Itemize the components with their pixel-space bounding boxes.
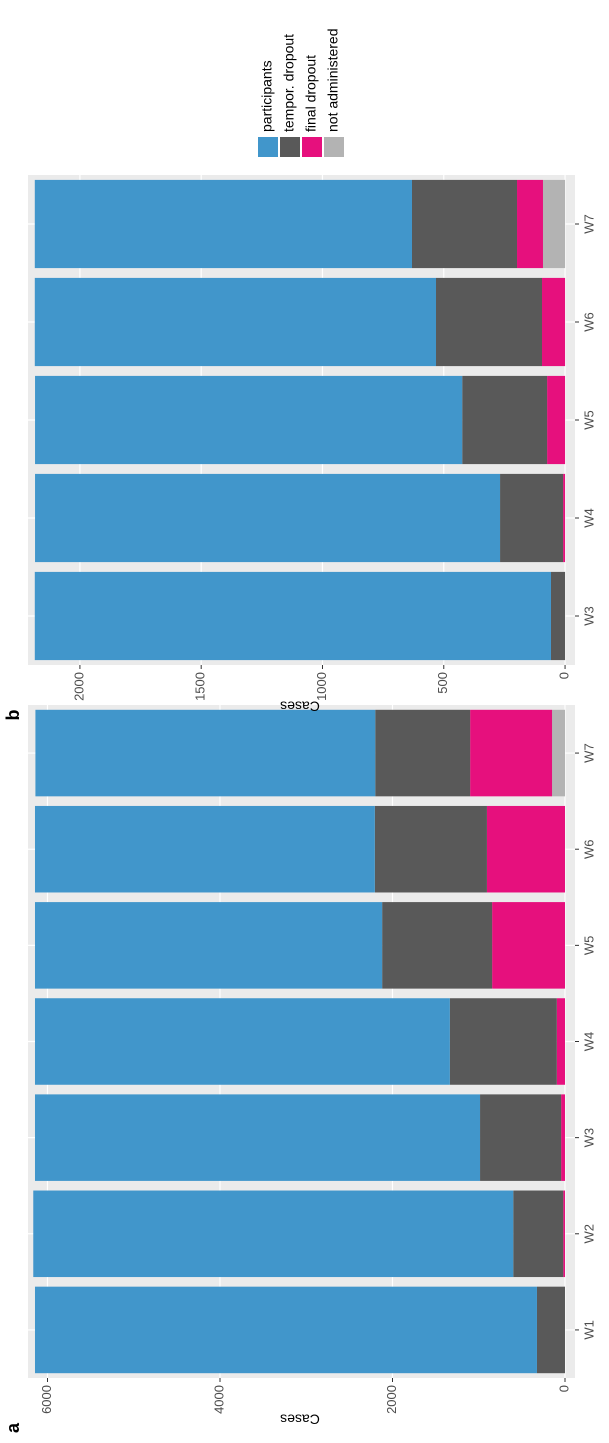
legend-swatch — [258, 137, 278, 157]
y-tick-label: 2000 — [384, 1385, 399, 1414]
bar-segment — [375, 709, 471, 797]
x-tick-label: W7 — [581, 214, 596, 234]
bar-segment — [33, 1190, 514, 1278]
bar-segment — [35, 375, 463, 465]
bar-segment — [536, 1286, 565, 1374]
bar-segment — [411, 179, 518, 269]
bar-segment — [513, 1190, 564, 1278]
x-tick-label: W5 — [581, 936, 596, 956]
bar-segment — [480, 1094, 562, 1181]
bar-segment — [34, 998, 450, 1085]
bar-segment — [34, 1094, 481, 1181]
y-tick-label: 6000 — [39, 1385, 54, 1414]
bar-segment — [563, 473, 566, 563]
axis-title: Cases — [280, 1411, 320, 1427]
x-tick-label: W6 — [581, 312, 596, 332]
y-tick-label: 500 — [435, 672, 450, 694]
legend-label: not administered — [325, 28, 341, 132]
x-tick-label: W7 — [581, 743, 596, 763]
legend-label: tempor. dropout — [281, 34, 297, 132]
bar-segment — [436, 277, 543, 367]
x-tick-label: W2 — [581, 1224, 596, 1244]
y-tick-label: 0 — [556, 672, 571, 679]
legend-label: participants — [259, 60, 275, 132]
legend-swatch — [324, 137, 344, 157]
bar-segment — [542, 277, 566, 367]
y-tick-label: 1500 — [193, 672, 208, 701]
bar-segment — [547, 375, 566, 465]
bar-segment — [500, 473, 564, 563]
bar-segment — [486, 805, 565, 893]
bar-segment — [34, 805, 375, 893]
bar-segment — [556, 998, 565, 1085]
axis-title: Cases — [280, 698, 320, 714]
y-tick-label: 0 — [556, 1385, 571, 1392]
x-tick-label: W3 — [581, 1128, 596, 1148]
legend-swatch — [302, 137, 322, 157]
x-tick-label: W4 — [581, 1032, 596, 1052]
x-tick-label: W1 — [581, 1320, 596, 1340]
bar-segment — [563, 1190, 565, 1278]
panel-label: b — [3, 710, 23, 721]
bar-segment — [462, 375, 548, 465]
legend-label: final dropout — [303, 55, 319, 132]
x-tick-label: W4 — [581, 508, 596, 528]
bar-segment — [492, 902, 565, 989]
bar-segment — [550, 571, 566, 661]
bar-segment — [35, 709, 376, 797]
panel-label: a — [3, 1422, 23, 1433]
bar-segment — [34, 902, 383, 989]
x-tick-label: W6 — [581, 839, 596, 859]
bar-segment — [34, 277, 437, 367]
x-tick-label: W3 — [581, 606, 596, 626]
y-tick-label: 2000 — [71, 672, 86, 701]
bar-segment — [552, 709, 565, 797]
bar-segment — [35, 473, 501, 563]
bar-segment — [470, 709, 553, 797]
y-tick-label: 1000 — [314, 672, 329, 701]
bar-segment — [382, 902, 493, 989]
bar-segment — [561, 1094, 565, 1181]
bar-segment — [34, 571, 551, 661]
bar-segment — [34, 179, 412, 269]
bar-segment — [517, 179, 543, 269]
y-tick-label: 4000 — [211, 1385, 226, 1414]
x-tick-label: W5 — [581, 410, 596, 430]
bar-segment — [374, 805, 487, 893]
bar-segment — [449, 998, 557, 1085]
bar-segment — [542, 179, 566, 269]
bar-segment — [34, 1286, 537, 1374]
legend-swatch — [280, 137, 300, 157]
